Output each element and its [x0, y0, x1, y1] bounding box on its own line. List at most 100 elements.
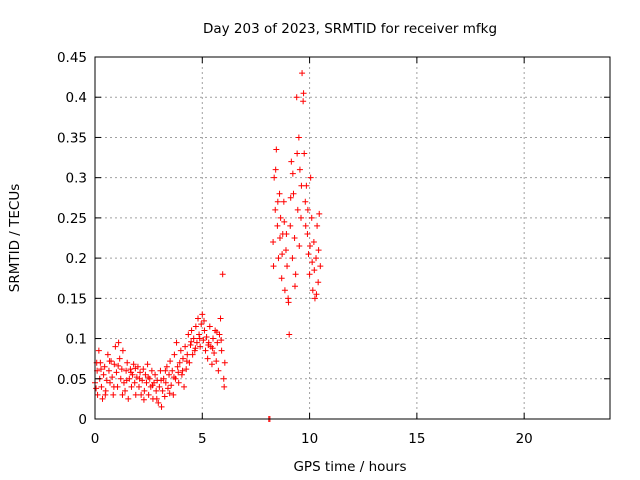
data-point: [218, 347, 225, 354]
data-point: [177, 347, 184, 354]
data-point: [175, 369, 182, 376]
data-point: [183, 366, 190, 373]
data-point: [296, 243, 303, 250]
data-point: [317, 263, 324, 270]
data-point: [275, 255, 282, 262]
data-point: [163, 363, 170, 370]
data-point: [296, 166, 303, 173]
x-tick-labels: 0 5 10 15 20: [91, 431, 533, 447]
data-point: [213, 358, 220, 365]
data-point: [125, 395, 132, 402]
y-axis-label: SRMTID / TECUs: [7, 184, 23, 292]
data-point: [140, 366, 147, 373]
y-tick-label: 0.3: [66, 171, 87, 187]
data-point: [309, 287, 316, 294]
data-point: [302, 198, 309, 205]
data-point: [185, 331, 192, 338]
x-tick-label: 10: [301, 431, 318, 447]
data-point: [214, 339, 221, 346]
data-point: [117, 375, 124, 382]
data-point: [131, 379, 138, 386]
data-point: [101, 363, 108, 370]
data-points: [92, 70, 324, 422]
data-point: [221, 359, 228, 366]
x-tick-label: 5: [198, 431, 207, 447]
data-point: [201, 317, 208, 324]
data-point: [153, 395, 160, 402]
data-point: [287, 222, 294, 229]
data-point: [315, 279, 322, 286]
data-point: [270, 239, 277, 246]
data-point: [300, 90, 307, 97]
data-point: [291, 283, 298, 290]
data-point: [152, 371, 159, 378]
data-point: [99, 395, 106, 402]
x-tick-label: 15: [408, 431, 425, 447]
data-point: [116, 355, 123, 362]
data-point: [211, 350, 218, 357]
data-point: [291, 235, 298, 241]
data-point: [308, 214, 315, 221]
data-point: [281, 218, 288, 225]
data-point: [298, 214, 304, 221]
data-point: [187, 341, 194, 348]
data-point: [202, 347, 209, 354]
data-point: [94, 391, 101, 398]
data-point: [210, 335, 217, 342]
data-point: [110, 383, 117, 390]
data-point: [199, 311, 206, 318]
data-point: [220, 375, 227, 382]
data-point: [272, 206, 279, 213]
data-point: [167, 358, 174, 365]
data-point: [178, 371, 185, 378]
y-tick-label: 0.2: [66, 251, 87, 267]
data-point: [104, 351, 111, 358]
data-point: [119, 391, 126, 398]
data-point: [105, 367, 112, 374]
axis-ticks: [94, 56, 610, 420]
data-point: [111, 361, 118, 368]
data-point: [181, 383, 188, 390]
data-point: [93, 385, 100, 392]
data-point: [198, 321, 205, 328]
grid-lines: [95, 57, 610, 419]
y-tick-label: 0.4: [66, 90, 87, 106]
data-point: [170, 391, 177, 398]
data-point: [197, 343, 204, 350]
data-point: [135, 383, 142, 390]
data-point: [115, 339, 122, 346]
data-point: [124, 359, 131, 366]
data-point: [313, 255, 320, 262]
data-point: [196, 331, 203, 338]
data-point: [109, 374, 116, 381]
data-point: [100, 371, 107, 378]
data-point: [159, 387, 166, 394]
data-point: [313, 291, 320, 298]
data-point: [281, 287, 288, 294]
data-point: [182, 343, 189, 350]
data-point: [143, 379, 150, 386]
data-point: [204, 355, 211, 362]
data-point: [221, 383, 228, 390]
chart-title: Day 203 of 2023, SRMTID for receiver mfk…: [203, 21, 497, 37]
data-point: [122, 387, 129, 394]
data-point: [127, 366, 134, 373]
y-tick-label: 0.15: [57, 291, 87, 307]
data-point: [156, 383, 163, 390]
data-point: [283, 230, 290, 237]
data-point: [110, 391, 117, 398]
data-point: [270, 263, 277, 270]
data-point: [149, 382, 156, 389]
data-point: [179, 367, 186, 374]
data-point: [188, 338, 195, 345]
data-point: [123, 377, 130, 384]
data-point: [276, 190, 283, 197]
data-point: [203, 333, 210, 340]
data-point: [288, 158, 295, 165]
data-point: [286, 331, 293, 338]
data-point: [168, 382, 175, 389]
data-point: [280, 198, 287, 205]
data-point: [123, 367, 130, 374]
data-point: [106, 358, 113, 365]
data-point: [305, 251, 312, 258]
